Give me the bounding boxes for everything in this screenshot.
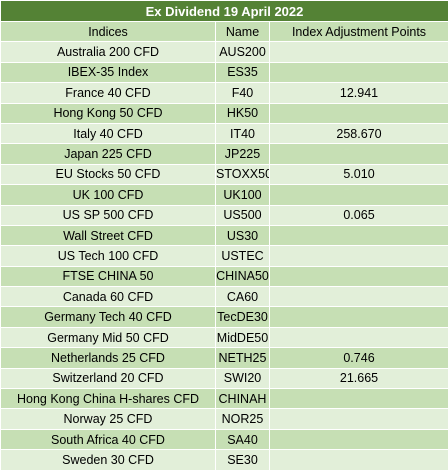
cell-adjustment-points [270, 144, 448, 164]
cell-adjustment-points: 0.746 [270, 348, 448, 368]
column-header-adjustment-points: Index Adjustment Points [270, 22, 448, 42]
cell-name: ES35 [216, 62, 270, 82]
cell-adjustment-points [270, 62, 448, 82]
cell-name: SA40 [216, 429, 270, 449]
cell-index: Norway 25 CFD [1, 409, 216, 429]
cell-adjustment-points: 258.670 [270, 123, 448, 143]
cell-index: IBEX-35 Index [1, 62, 216, 82]
cell-index: Netherlands 25 CFD [1, 348, 216, 368]
cell-index: Hong Kong 50 CFD [1, 103, 216, 123]
cell-adjustment-points: 5.010 [270, 164, 448, 184]
cell-adjustment-points [270, 266, 448, 286]
cell-name: MidDE50 [216, 327, 270, 347]
cell-adjustment-points [270, 327, 448, 347]
cell-adjustment-points [270, 409, 448, 429]
cell-name: IT40 [216, 123, 270, 143]
cell-index: Germany Mid 50 CFD [1, 327, 216, 347]
cell-index: EU Stocks 50 CFD [1, 164, 216, 184]
cell-index: Sweden 30 CFD [1, 450, 216, 470]
cell-name: US30 [216, 225, 270, 245]
cell-name: UK100 [216, 185, 270, 205]
cell-name: USTEC [216, 246, 270, 266]
cell-adjustment-points [270, 307, 448, 327]
cell-adjustment-points [270, 389, 448, 409]
table-title: Ex Dividend 19 April 2022 [1, 1, 448, 22]
cell-name: JP225 [216, 144, 270, 164]
cell-index: US Tech 100 CFD [1, 246, 216, 266]
cell-index: Australia 200 CFD [1, 42, 216, 62]
cell-index: Canada 60 CFD [1, 287, 216, 307]
cell-index: FTSE CHINA 50 [1, 266, 216, 286]
cell-name: STOXX50 [216, 164, 270, 184]
cell-index: France 40 CFD [1, 83, 216, 103]
cell-index: Switzerland 20 CFD [1, 368, 216, 388]
cell-index: Hong Kong China H-shares CFD [1, 389, 216, 409]
cell-index: Italy 40 CFD [1, 123, 216, 143]
cell-name: US500 [216, 205, 270, 225]
cell-adjustment-points [270, 429, 448, 449]
cell-adjustment-points: 21.665 [270, 368, 448, 388]
cell-adjustment-points [270, 450, 448, 470]
cell-name: SE30 [216, 450, 270, 470]
column-header-indices: Indices [1, 22, 216, 42]
cell-name: NOR25 [216, 409, 270, 429]
cell-index: Wall Street CFD [1, 225, 216, 245]
cell-name: NETH25 [216, 348, 270, 368]
cell-index: UK 100 CFD [1, 185, 216, 205]
cell-name: TecDE30 [216, 307, 270, 327]
cell-adjustment-points [270, 287, 448, 307]
cell-adjustment-points: 12.941 [270, 83, 448, 103]
cell-adjustment-points [270, 185, 448, 205]
cell-index: Japan 225 CFD [1, 144, 216, 164]
header-row: Indices Name Index Adjustment Points [1, 22, 448, 42]
cell-name: HK50 [216, 103, 270, 123]
cell-index: Germany Tech 40 CFD [1, 307, 216, 327]
cell-index: South Africa 40 CFD [1, 429, 216, 449]
column-header-name: Name [216, 22, 270, 42]
cell-adjustment-points [270, 225, 448, 245]
cell-index: US SP 500 CFD [1, 205, 216, 225]
cell-name: F40 [216, 83, 270, 103]
cell-adjustment-points [270, 42, 448, 62]
cell-name: AUS200 [216, 42, 270, 62]
cell-adjustment-points [270, 246, 448, 266]
cell-name: CHINA50 [216, 266, 270, 286]
cell-adjustment-points [270, 103, 448, 123]
cell-name: SWI20 [216, 368, 270, 388]
cell-name: CHINAH [216, 389, 270, 409]
cell-name: CA60 [216, 287, 270, 307]
cell-adjustment-points: 0.065 [270, 205, 448, 225]
title-row: Ex Dividend 19 April 2022 [1, 1, 448, 22]
